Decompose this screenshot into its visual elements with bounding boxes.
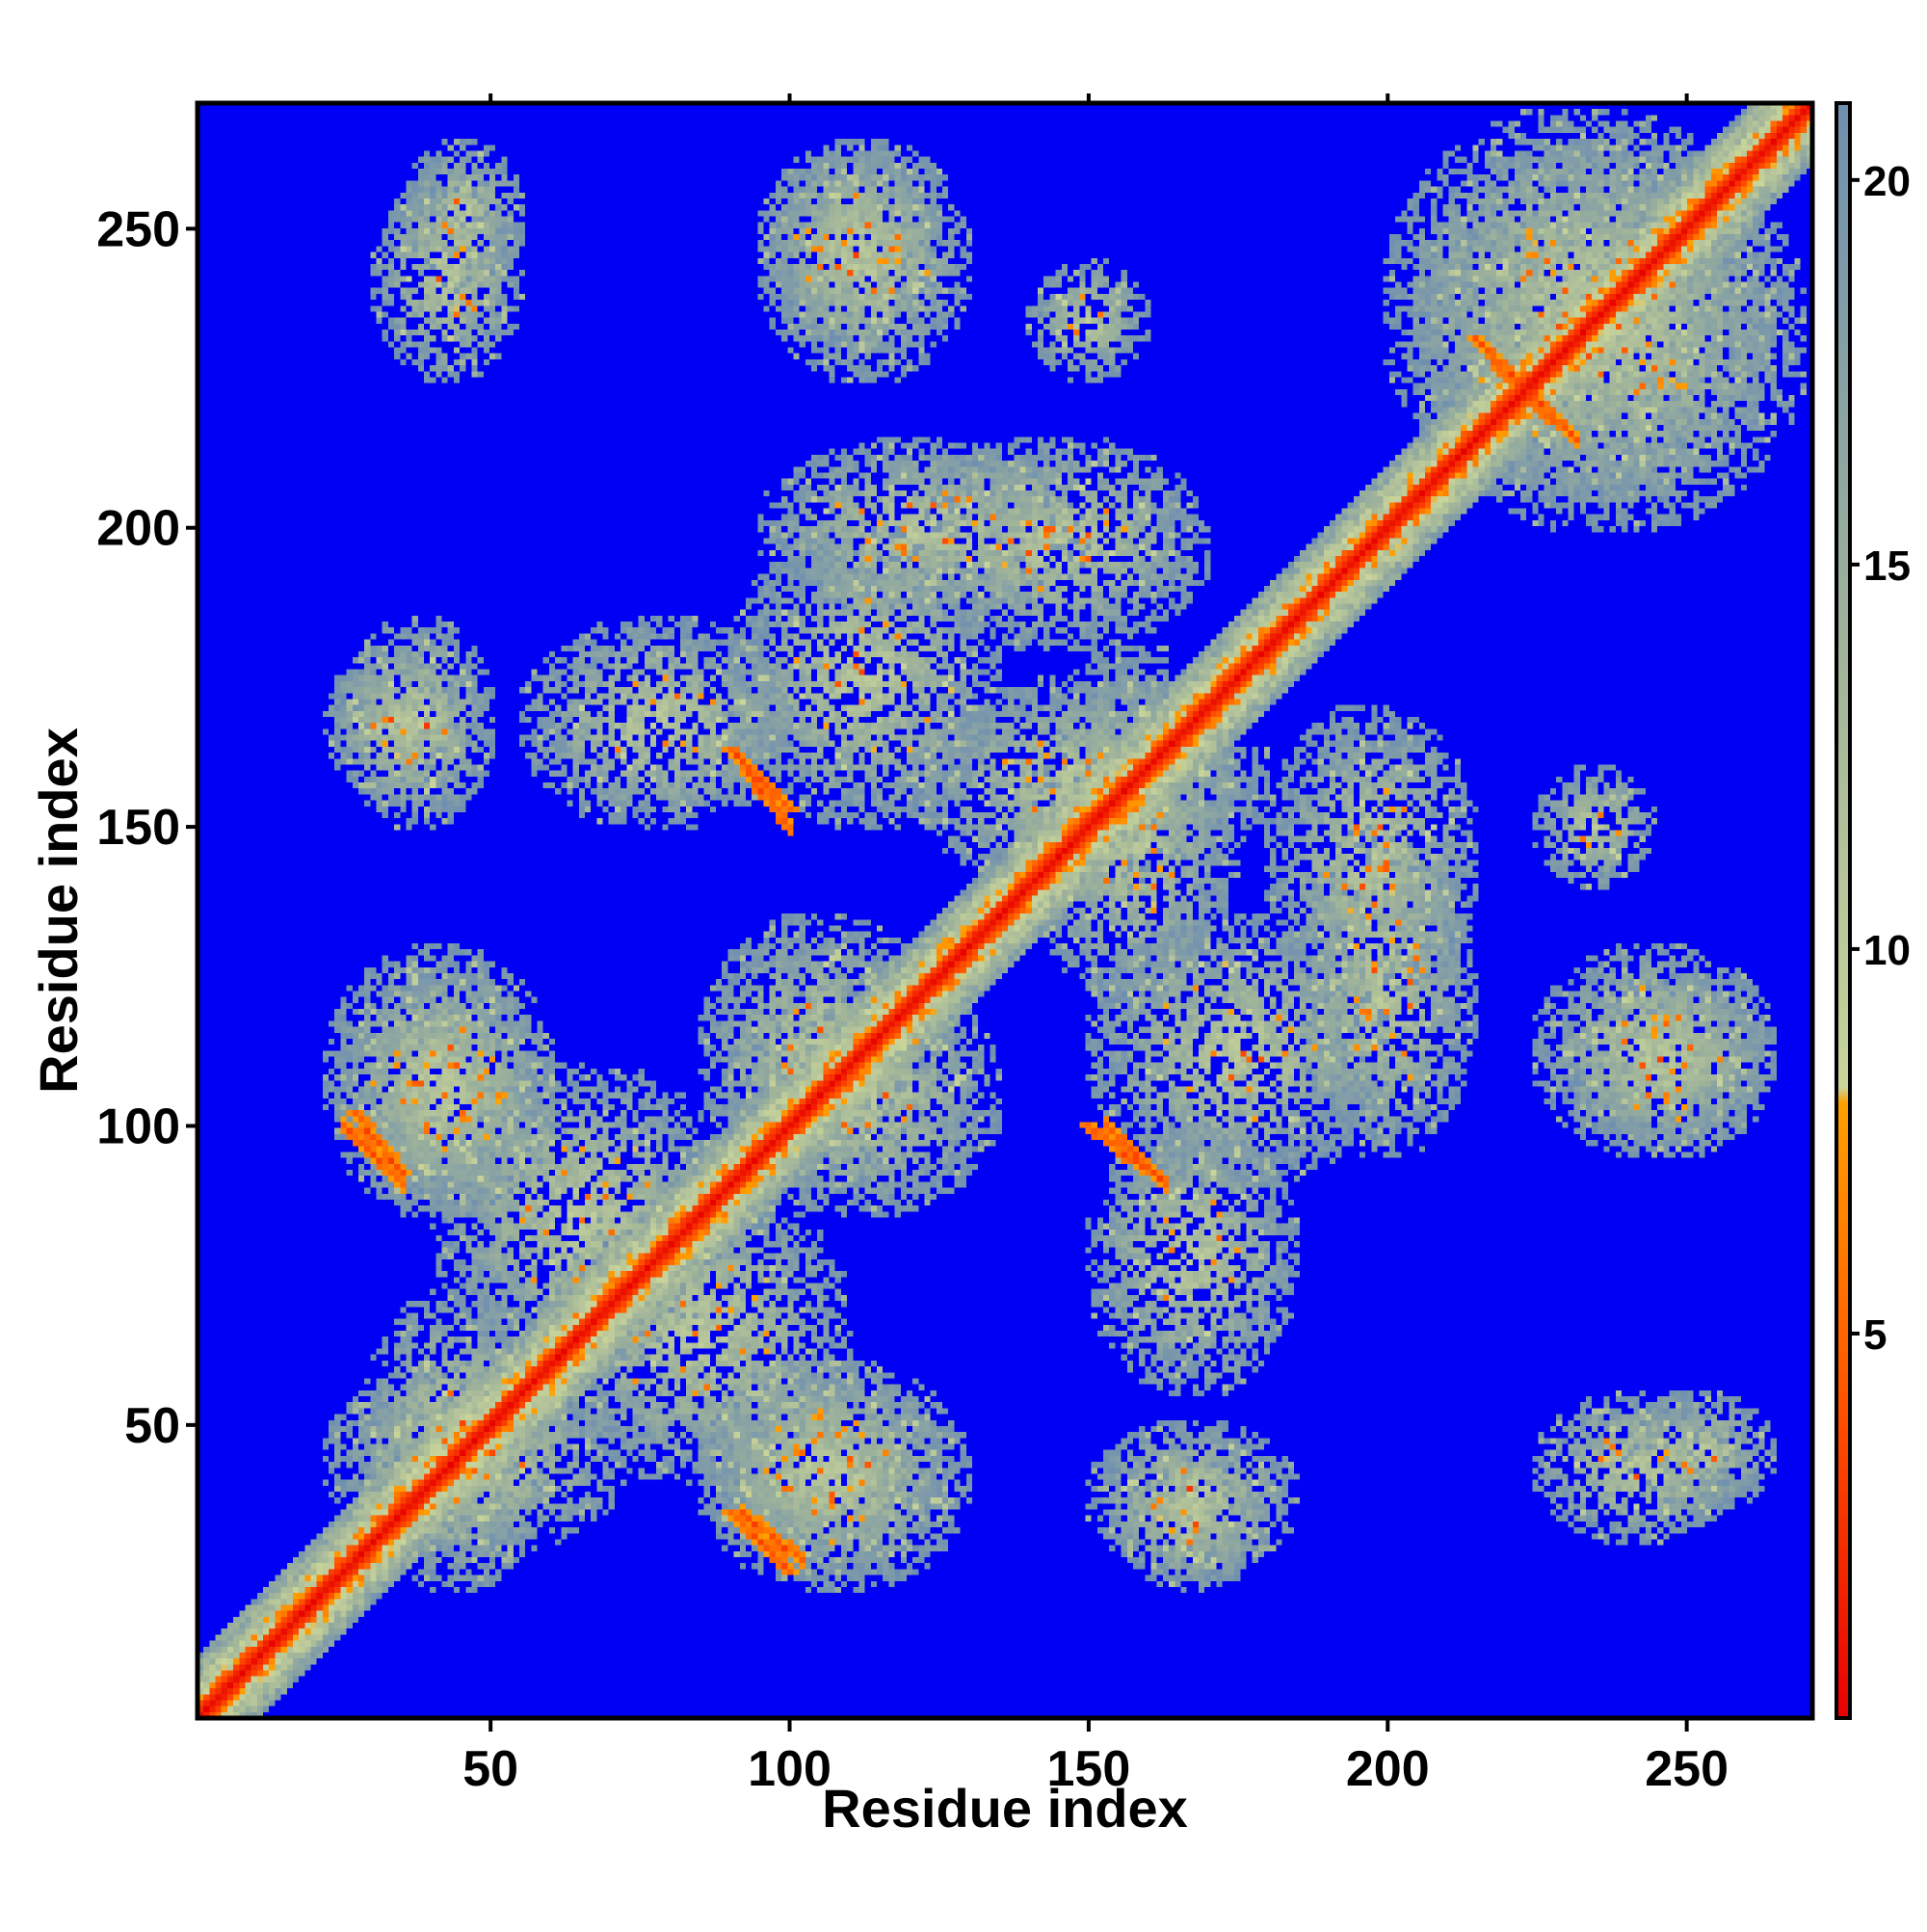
x-axis-ticks: 50 100 150 200 250 xyxy=(462,93,1729,1797)
x-tick-label: 50 xyxy=(462,1741,518,1797)
y-tick-label: 250 xyxy=(96,201,180,257)
x-tick-label: 150 xyxy=(1047,1741,1131,1797)
y-tick-label: 50 xyxy=(124,1398,180,1454)
colorbar-tick-label: 5 xyxy=(1863,1311,1887,1359)
colorbar-tick-label: 10 xyxy=(1863,927,1911,974)
plot-frame xyxy=(195,100,1815,1721)
y-tick-label: 200 xyxy=(96,501,180,557)
colorbar: 5 10 15 20 xyxy=(1835,101,1911,1720)
colorbar-ticks: 5 10 15 20 xyxy=(1850,158,1911,1359)
y-tick-label: 150 xyxy=(96,800,180,856)
x-axis-title: Residue index xyxy=(822,1778,1188,1839)
colorbar-tick-label: 15 xyxy=(1863,543,1911,590)
y-axis-ticks: 50 100 150 200 250 xyxy=(96,201,198,1454)
colorbar-frame xyxy=(1835,101,1852,1720)
x-tick-label: 100 xyxy=(748,1741,832,1797)
heatmap-image xyxy=(198,103,1812,1718)
heatmap xyxy=(198,103,1812,1718)
y-axis-title: Residue index xyxy=(28,728,89,1094)
colorbar-tick-label: 20 xyxy=(1863,158,1911,205)
x-tick-label: 200 xyxy=(1346,1741,1430,1797)
colorbar-gradient xyxy=(1836,103,1850,1718)
x-tick-label: 250 xyxy=(1645,1741,1729,1797)
y-tick-label: 100 xyxy=(96,1098,180,1154)
